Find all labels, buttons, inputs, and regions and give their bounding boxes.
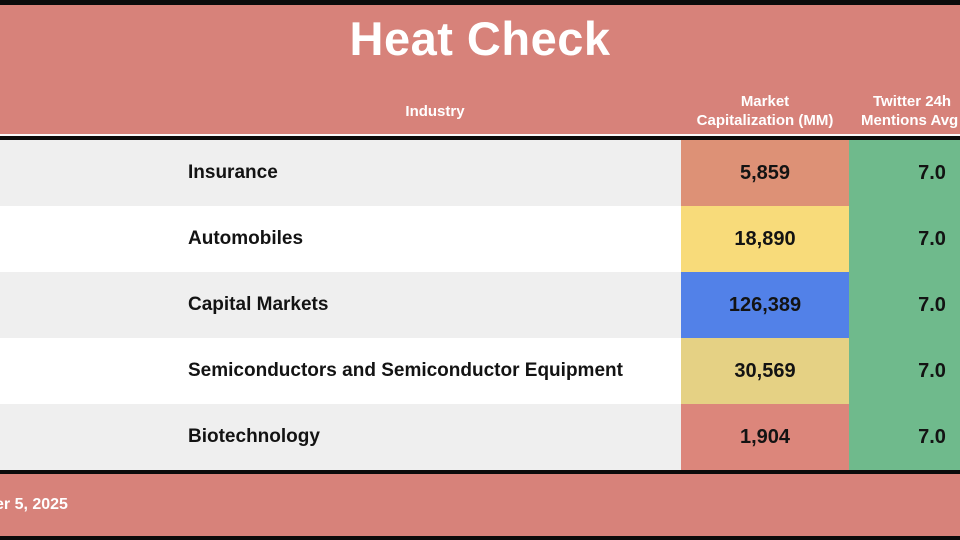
footer-date: er 5, 2025 — [0, 496, 68, 513]
column-header-industry: Industry — [405, 103, 465, 120]
table-row-insurance: Insurance 5,859 7.0 — [0, 140, 960, 206]
table-row-biotechnology: Biotechnology 1,904 7.0 — [0, 404, 960, 470]
table-header-band: Heat Check Industry Market Capitalizatio… — [0, 5, 960, 134]
market-cap-cell: 18,890 — [681, 206, 849, 272]
column-header-twitter-line2: Mentions Avg — [861, 112, 959, 129]
column-header-market-cap: Market Capitalization (MM) — [681, 92, 849, 130]
table-row-automobiles: Automobiles 18,890 7.0 — [0, 206, 960, 272]
footer-divider — [0, 470, 960, 474]
table-row-capital-markets: Capital Markets 126,389 7.0 — [0, 272, 960, 338]
industry-label: Capital Markets — [188, 294, 329, 315]
column-header-market-cap-line1: Market — [740, 93, 790, 110]
twitter-mentions-cell: 7.0 — [849, 404, 960, 470]
market-cap-cell: 1,904 — [681, 404, 849, 470]
industry-label: Semiconductors and Semiconductor Equipme… — [188, 360, 623, 381]
column-header-market-cap-line2: Capitalization (MM) — [696, 112, 834, 129]
market-cap-cell: 30,569 — [681, 338, 849, 404]
table-row-semiconductors: Semiconductors and Semiconductor Equipme… — [0, 338, 960, 404]
twitter-mentions-cell: 7.0 — [849, 206, 960, 272]
industry-label: Automobiles — [188, 228, 304, 249]
twitter-mentions-cell: 7.0 — [849, 140, 960, 206]
twitter-mentions-cell: 7.0 — [849, 338, 960, 404]
table-body: Insurance 5,859 7.0 Automobiles 18,890 7… — [0, 140, 960, 470]
market-cap-cell: 126,389 — [681, 272, 849, 338]
top-border — [0, 0, 960, 5]
header-divider — [0, 136, 960, 140]
market-cap-cell: 5,859 — [681, 140, 849, 206]
footer-band: er 5, 2025 — [0, 474, 960, 536]
bottom-border — [0, 536, 960, 540]
industry-label: Insurance — [188, 162, 278, 183]
twitter-mentions-cell: 7.0 — [849, 272, 960, 338]
industry-label: Biotechnology — [188, 426, 320, 447]
page-title: Heat Check — [349, 12, 611, 65]
column-header-twitter-line1: Twitter 24h — [873, 93, 952, 110]
header-gap-line — [0, 134, 960, 136]
